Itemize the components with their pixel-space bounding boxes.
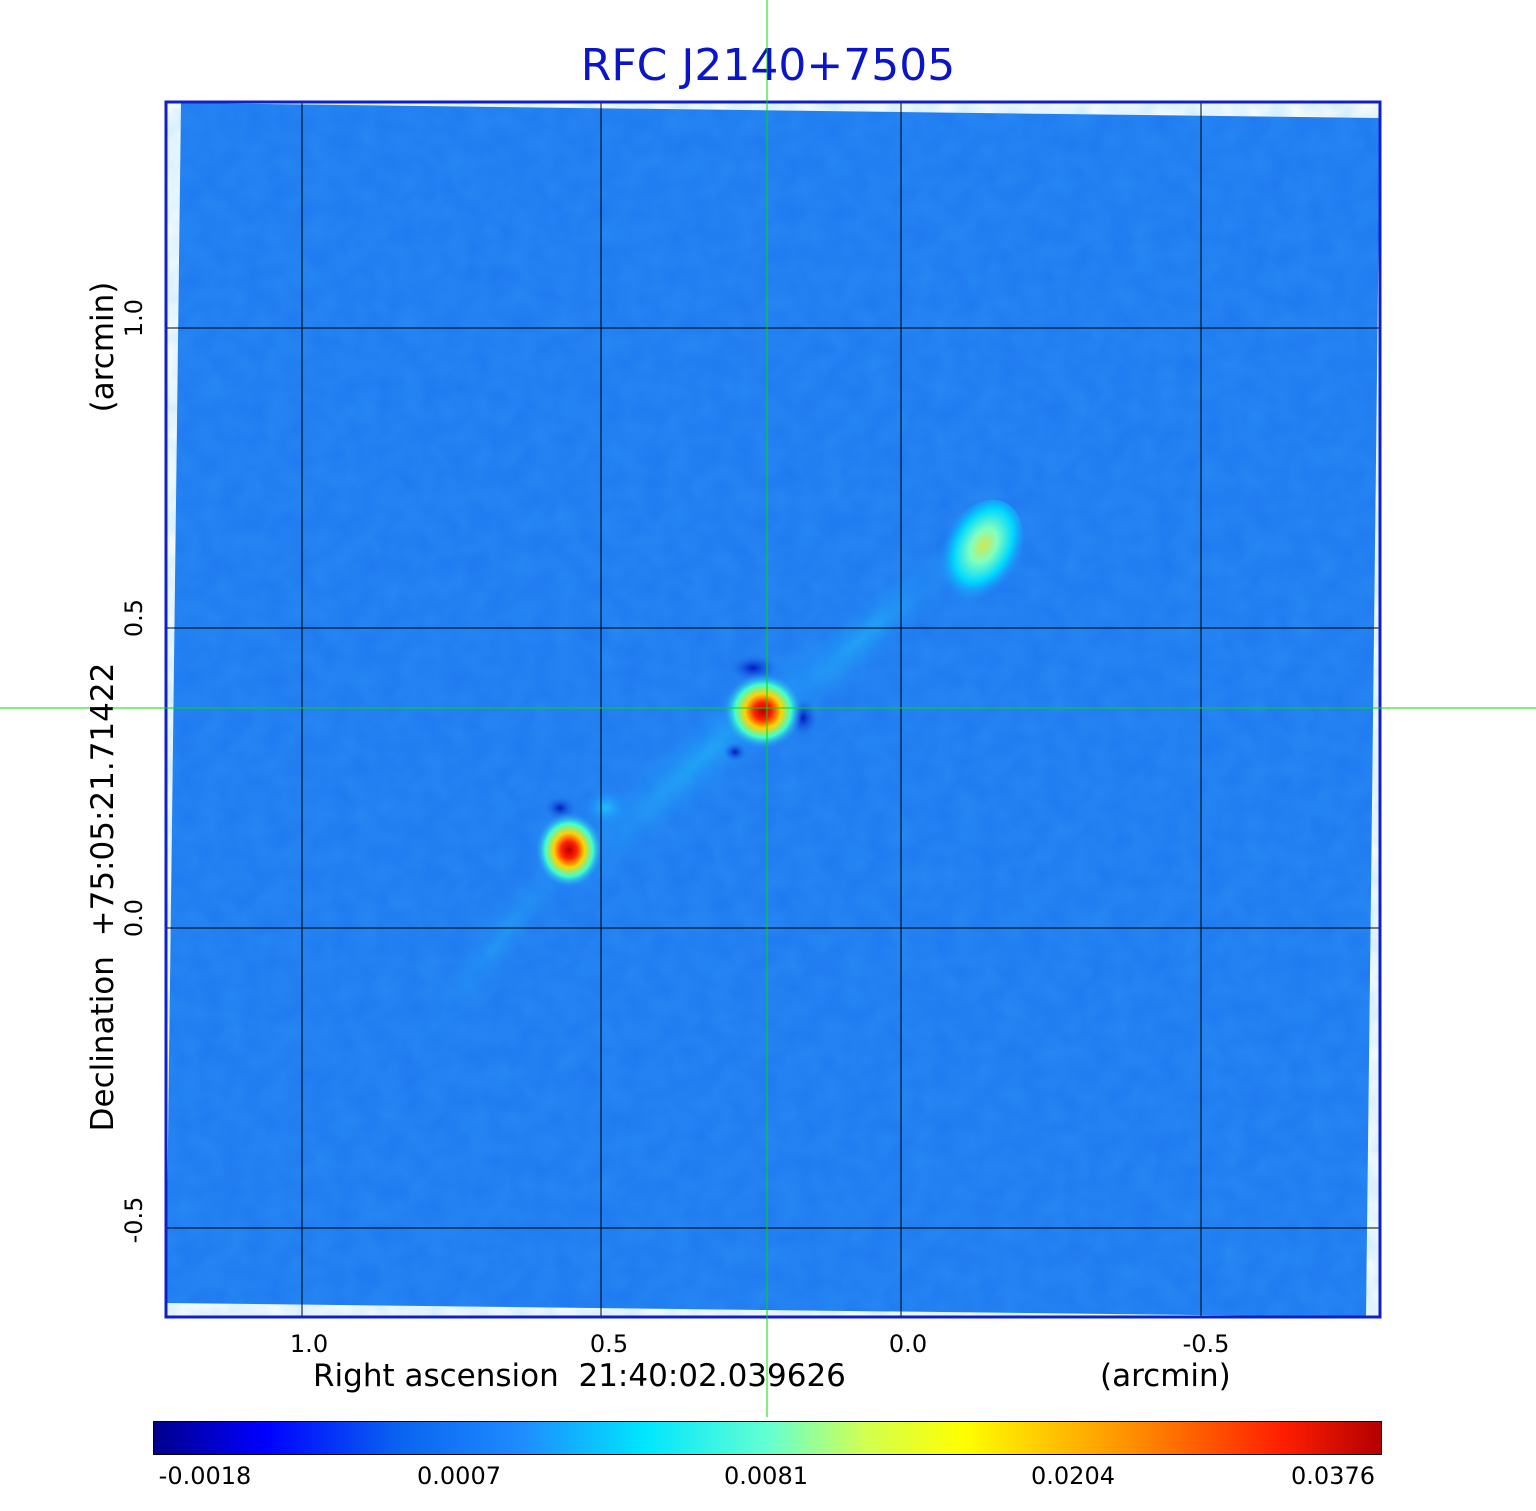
- jet-knot-halo: [580, 788, 632, 828]
- colorbar-tick-label: 0.0081: [724, 1462, 808, 1490]
- jet-knot-source: [535, 812, 603, 888]
- x-tick-label: 0.5: [589, 1330, 629, 1358]
- core-source: [723, 673, 803, 749]
- colorbar-tick-label: 0.0204: [1031, 1462, 1115, 1490]
- colorbar-tick-label: -0.0018: [158, 1462, 252, 1490]
- colorbar-tick-label: 0.0007: [417, 1462, 501, 1490]
- y-tick-label: 0.0: [120, 898, 148, 938]
- y-tick-label: 1.0: [120, 298, 148, 338]
- x-tick-label: -0.5: [1182, 1330, 1230, 1358]
- colorbar: [153, 1421, 1382, 1455]
- x-axis-label: Right ascension 21:40:02.039626: [313, 1358, 846, 1394]
- y-axis-label: Declination +75:05:21.71422: [85, 662, 121, 1132]
- colorbar-tick-label: 0.0376: [1291, 1462, 1375, 1490]
- plot-frame: [164, 100, 1382, 1319]
- lobe-source: [932, 499, 1024, 613]
- x-tick-label: 0.0: [888, 1330, 928, 1358]
- x-tick-label: 1.0: [289, 1330, 329, 1358]
- coordinate-grid: [166, 102, 1380, 1317]
- y-tick-label: 0.5: [120, 598, 148, 638]
- crosshair: [0, 0, 1536, 1417]
- y-axis-unit: (arcmin): [85, 281, 121, 413]
- plot-title: RFC J2140+7505: [580, 40, 956, 91]
- y-tick-label: -0.5: [120, 1196, 148, 1244]
- x-axis-unit: (arcmin): [1100, 1358, 1231, 1394]
